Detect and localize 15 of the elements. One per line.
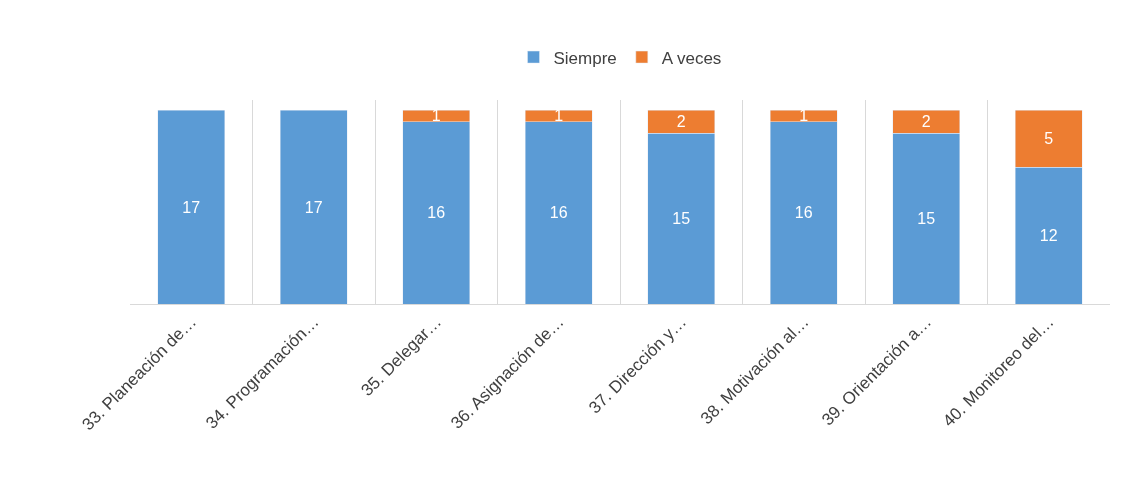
data-label: 16 [549,204,568,222]
legend-label: Siempre [553,48,617,68]
legend-label: A veces [661,48,722,68]
data-label: 17 [304,198,323,216]
data-label: 12 [1039,227,1058,245]
data-label: 15 [917,210,936,227]
data-label: 16 [794,204,813,222]
bar [279,109,348,304]
data-label: 17 [182,198,201,216]
bar [157,109,226,304]
data-label: 2 [676,113,686,131]
data-label: 2 [921,113,931,131]
data-label: 5 [1044,130,1054,148]
data-label: 15 [672,210,691,227]
data-label: 16 [427,204,446,222]
